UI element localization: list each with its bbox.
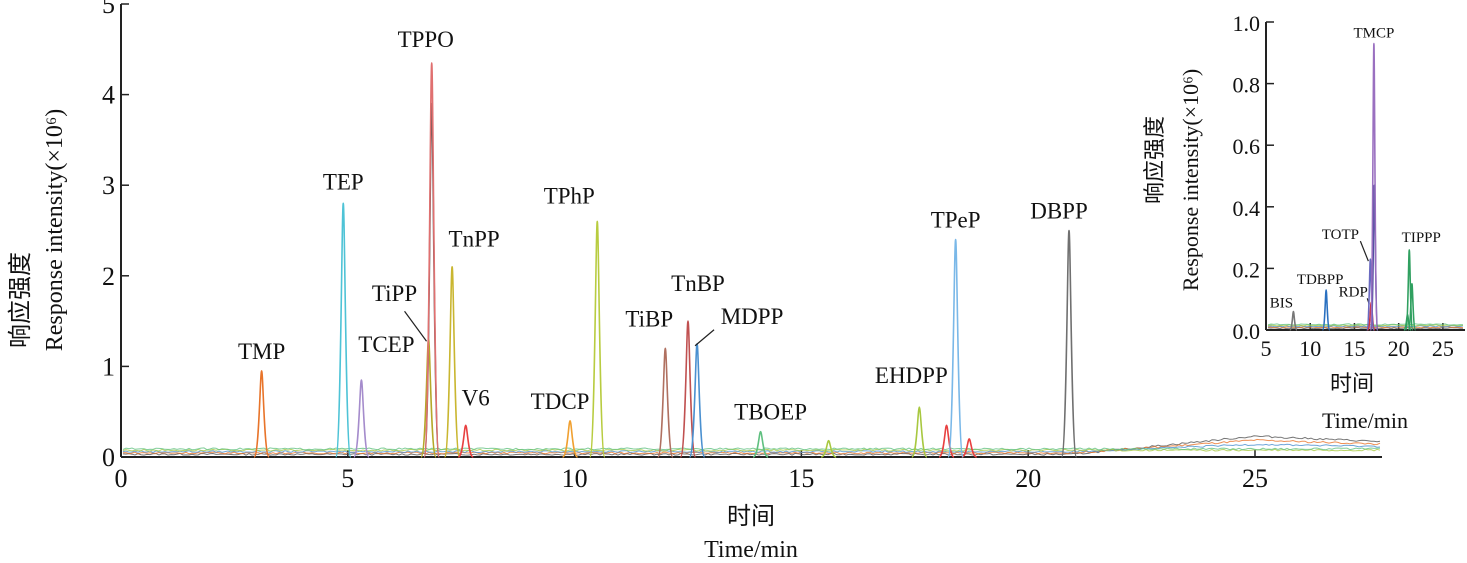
main-peak-v6 [457,424,475,458]
main-label-tmp: TMP [238,339,285,364]
inset-baseline-trace [1267,325,1464,328]
main-peak-tmp [253,370,270,458]
main-baseline-trace [122,443,1381,454]
main-arrow-mdpp [694,329,715,347]
main-peak-tnpp [443,265,461,458]
main-arrow-tipp [404,310,428,342]
inset-x-tick-label: 10 [1299,336,1321,361]
inset-label-rdp: RDP [1339,284,1368,300]
main-y-tick-label: 2 [102,262,115,291]
main-peak-mdpp [688,342,706,458]
main-peak-tibp [657,347,674,458]
inset-baseline-trace [1267,323,1464,326]
main-label-dbpp: DBPP [1030,199,1088,224]
main-label-tipp: TiPP [372,281,417,306]
main-label-tphp: TPhP [544,183,595,208]
inset-xlabel-cn: 时间 [1330,371,1374,396]
inset-ylabel: Response intensity(×10⁶) [1178,69,1203,291]
main-peak-tnbp [679,320,697,458]
main-x-tick-label: 0 [115,464,128,493]
main-peak-tdcp [561,419,579,458]
inset-x-tick-label: 15 [1343,336,1365,361]
main-peak-tpep [947,238,964,458]
main-label-v6: V6 [462,385,490,410]
main-ylabel-cn: 响应强度 [7,252,34,348]
main-y-tick-label: 3 [102,171,115,200]
inset-x-tick-label: 25 [1432,336,1454,361]
main-label-tibp: TiBP [625,306,673,331]
main-label-tep: TEP [323,169,364,194]
inset-y-tick-label: 0.8 [1233,73,1261,98]
main-y-tick-label: 5 [102,0,115,19]
inset-label-tmcp: TMCP [1353,26,1394,42]
main-y-tick-label: 1 [102,352,115,381]
inset-peak-totp [1365,258,1375,331]
main-chart: 0 5 10 15 20 25 0 1 2 3 4 5 TMP TEP TCEP TiPP TPPO TnPP V6… [102,0,1382,493]
inset-label-tippp: TIPPP [1402,230,1441,246]
main-peak-tboep [752,430,769,458]
main-label-tcep: TCEP [358,332,414,357]
inset-y-tick-label: 0.0 [1233,319,1261,344]
inset-peak-tdbpp [1321,289,1331,331]
inset-arrow-totp [1359,240,1369,262]
main-baseline-trace [122,447,1380,451]
main-baseline-trace [122,438,1381,455]
inset-peak-tippp [1404,249,1414,331]
main-x-tick-label: 10 [562,464,588,493]
main-peak-dbpp [1060,229,1078,458]
main-y-tick-label: 0 [102,443,115,472]
main-label-tpep: TPeP [931,208,981,233]
main-y-tick-label: 4 [102,81,115,110]
inset-y-tick-label: 0.4 [1233,196,1261,221]
main-unlabeled-peak [938,424,955,458]
main-unlabeled-peak [961,438,978,458]
main-peak-tppo [423,62,440,458]
main-peak-tep [334,202,352,458]
main-x-tick-label: 5 [341,464,354,493]
inset-label-totp: TOTP [1322,227,1359,243]
inset-y-tick-label: 1.0 [1233,11,1261,36]
inset-peak-tmcp [1369,42,1379,331]
inset-baseline-trace [1267,326,1464,329]
main-x-tick-label: 20 [1015,464,1041,493]
main-label-ehdpp: EHDPP [875,363,948,388]
main-x-tick-label: 15 [788,464,814,493]
inset-y-tick-label: 0.2 [1233,257,1261,282]
main-label-tnbp: TnBP [671,271,725,296]
main-label-tdcp: TDCP [531,389,590,414]
inset-unlabeled-peak [1407,282,1417,331]
main-label-tppo: TPPO [398,27,454,52]
inset-label-bis: BIS [1270,296,1293,312]
main-label-mdpp: MDPP [721,304,784,329]
inset-xlabel: Time/min [1322,408,1408,433]
inset-y-tick-label: 0.6 [1233,134,1261,159]
inset-label-tdbpp: TDBPP [1297,272,1344,288]
main-label-tnpp: TnPP [449,227,500,252]
main-x-tick-label: 25 [1242,464,1268,493]
inset-x-tick-label: 20 [1388,336,1410,361]
main-label-tboep: TBOEP [734,400,807,425]
main-peak-ehdpp [911,406,928,458]
main-ylabel: Response intensity(×10⁶) [42,109,68,352]
inset-x-tick-label: 5 [1261,336,1272,361]
inset-ylabel-cn: 响应强度 [1142,116,1167,204]
main-unlabeled-peak [820,439,837,458]
main-peak-tphp [588,220,606,458]
main-xlabel-cn: 时间 [727,503,775,530]
main-peak-tcep [353,379,370,458]
inset-peak-bis [1289,310,1298,331]
main-xlabel: Time/min [704,537,798,563]
